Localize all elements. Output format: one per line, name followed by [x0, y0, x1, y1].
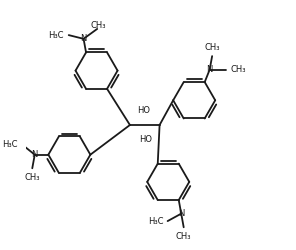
- Text: CH₃: CH₃: [176, 232, 192, 241]
- Text: HO: HO: [137, 106, 150, 115]
- Text: CH₃: CH₃: [230, 65, 246, 74]
- Text: H₃C: H₃C: [48, 30, 63, 40]
- Text: CH₃: CH₃: [91, 21, 106, 30]
- Text: HO: HO: [139, 135, 152, 144]
- Text: H₃C: H₃C: [2, 140, 18, 149]
- Text: N: N: [81, 34, 87, 43]
- Text: H₃C: H₃C: [148, 216, 163, 226]
- Text: N: N: [207, 65, 213, 74]
- Text: N: N: [32, 150, 38, 159]
- Text: CH₃: CH₃: [25, 173, 40, 182]
- Text: N: N: [178, 209, 184, 218]
- Text: CH₃: CH₃: [204, 43, 220, 52]
